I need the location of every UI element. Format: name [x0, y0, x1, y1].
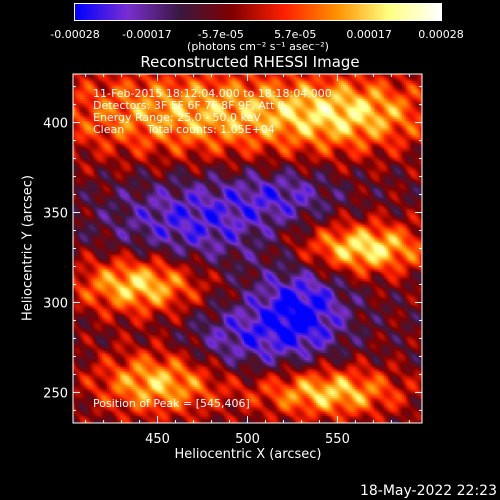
time-range-text: 11-Feb-2015 18:12:04.000 to 18:18:04.000 [93, 87, 332, 100]
x-tick-label: 550 [325, 432, 350, 447]
colorbar-unit-label: (photons cm⁻² s⁻¹ asec⁻²) [187, 40, 329, 53]
detectors-text: Detectors: 3F 5F 6F 7F 8F 9F, Att 0 [93, 99, 285, 112]
colorbar-tick-label: -0.00028 [50, 28, 100, 41]
x-tick-label: 500 [235, 432, 260, 447]
y-tick-label: 400 [43, 117, 68, 132]
colorbar-tick-label: 5.7e-05 [274, 28, 317, 41]
colorbar-tick-label: 0.00028 [418, 28, 464, 41]
y-tick-label: 350 [43, 207, 68, 222]
plot-title: Reconstructed RHESSI Image [140, 53, 360, 71]
colorbar [74, 3, 442, 21]
energy-range-text: Energy Range: 25.0 - 50.0 keV [93, 111, 261, 124]
algorithm-text: Clean [93, 123, 125, 136]
x-tick-label: 450 [145, 432, 170, 447]
colorbar-tick-label: -5.7e-05 [197, 28, 244, 41]
y-axis-label: Heliocentric Y (arcsec) [20, 175, 36, 321]
y-tick-label: 300 [43, 296, 68, 311]
colorbar-tick-label: -0.00017 [122, 28, 172, 41]
total-counts-text: Total counts: 1.05E+04 [147, 123, 275, 136]
x-axis-label: Heliocentric X (arcsec) [174, 447, 322, 462]
colorbar-tick-label: 0.00017 [346, 28, 392, 41]
y-tick-label: 250 [43, 386, 68, 401]
heatmap-image [73, 74, 422, 423]
footer-date: 18-May-2022 22:23 [359, 483, 497, 499]
peak-position-text: Position of Peak = [545,406] [93, 397, 250, 410]
